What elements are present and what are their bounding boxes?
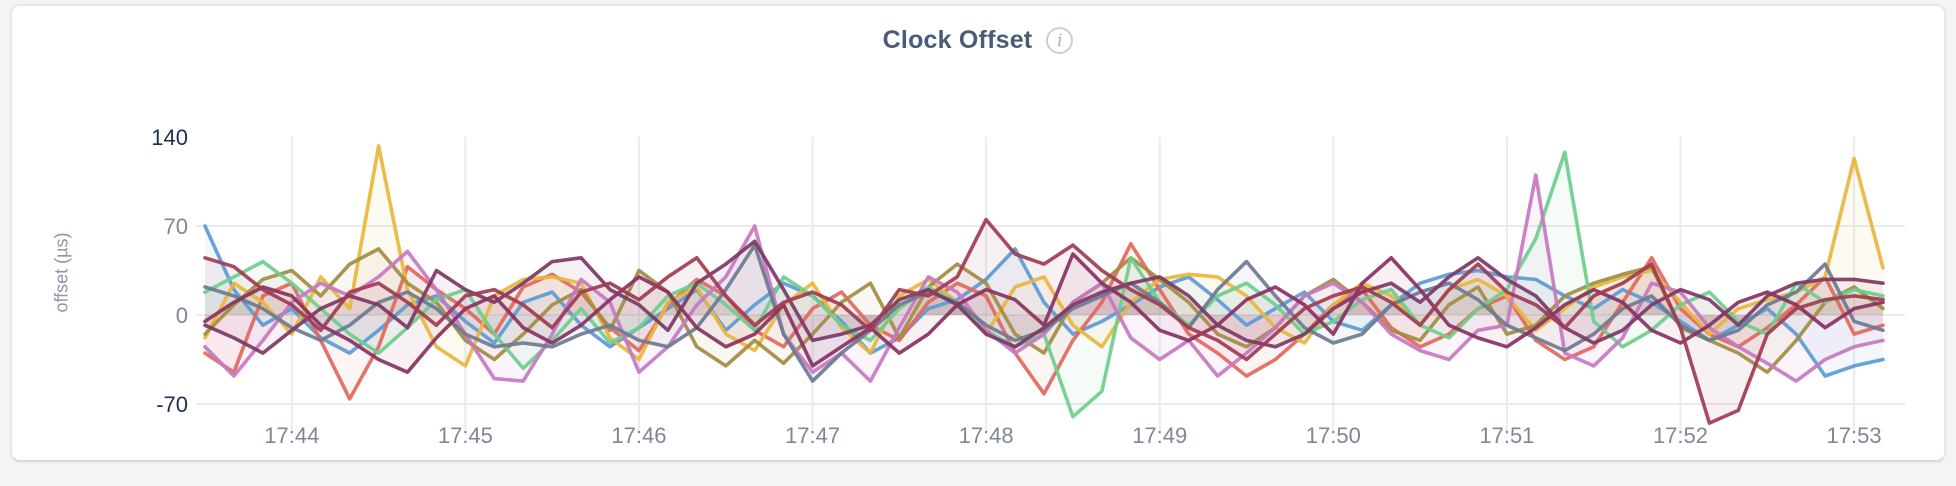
x-tick-label: 17:47 bbox=[785, 423, 840, 448]
info-icon[interactable]: i bbox=[1046, 27, 1074, 54]
y-tick-label: 140 bbox=[151, 125, 188, 150]
x-tick-label: 17:49 bbox=[1132, 423, 1187, 448]
info-icon-glyph: i bbox=[1057, 30, 1063, 51]
x-tick-label: 17:53 bbox=[1827, 423, 1882, 448]
x-tick-label: 17:51 bbox=[1479, 423, 1534, 448]
x-tick-label: 17:44 bbox=[264, 423, 319, 448]
x-tick-label: 17:48 bbox=[959, 423, 1014, 448]
x-tick-label: 17:45 bbox=[438, 423, 493, 448]
y-tick-label: 0 bbox=[176, 303, 188, 328]
x-tick-label: 17:46 bbox=[611, 423, 666, 448]
chart-header: Clock Offset i bbox=[0, 26, 1956, 55]
chart-title: Clock Offset bbox=[882, 26, 1033, 54]
y-axis-label: offset (µs) bbox=[51, 232, 72, 313]
y-tick-label: -70 bbox=[156, 392, 188, 417]
y-tick-label: 70 bbox=[164, 214, 188, 239]
x-tick-label: 17:52 bbox=[1653, 423, 1708, 448]
x-tick-label: 17:50 bbox=[1306, 423, 1361, 448]
